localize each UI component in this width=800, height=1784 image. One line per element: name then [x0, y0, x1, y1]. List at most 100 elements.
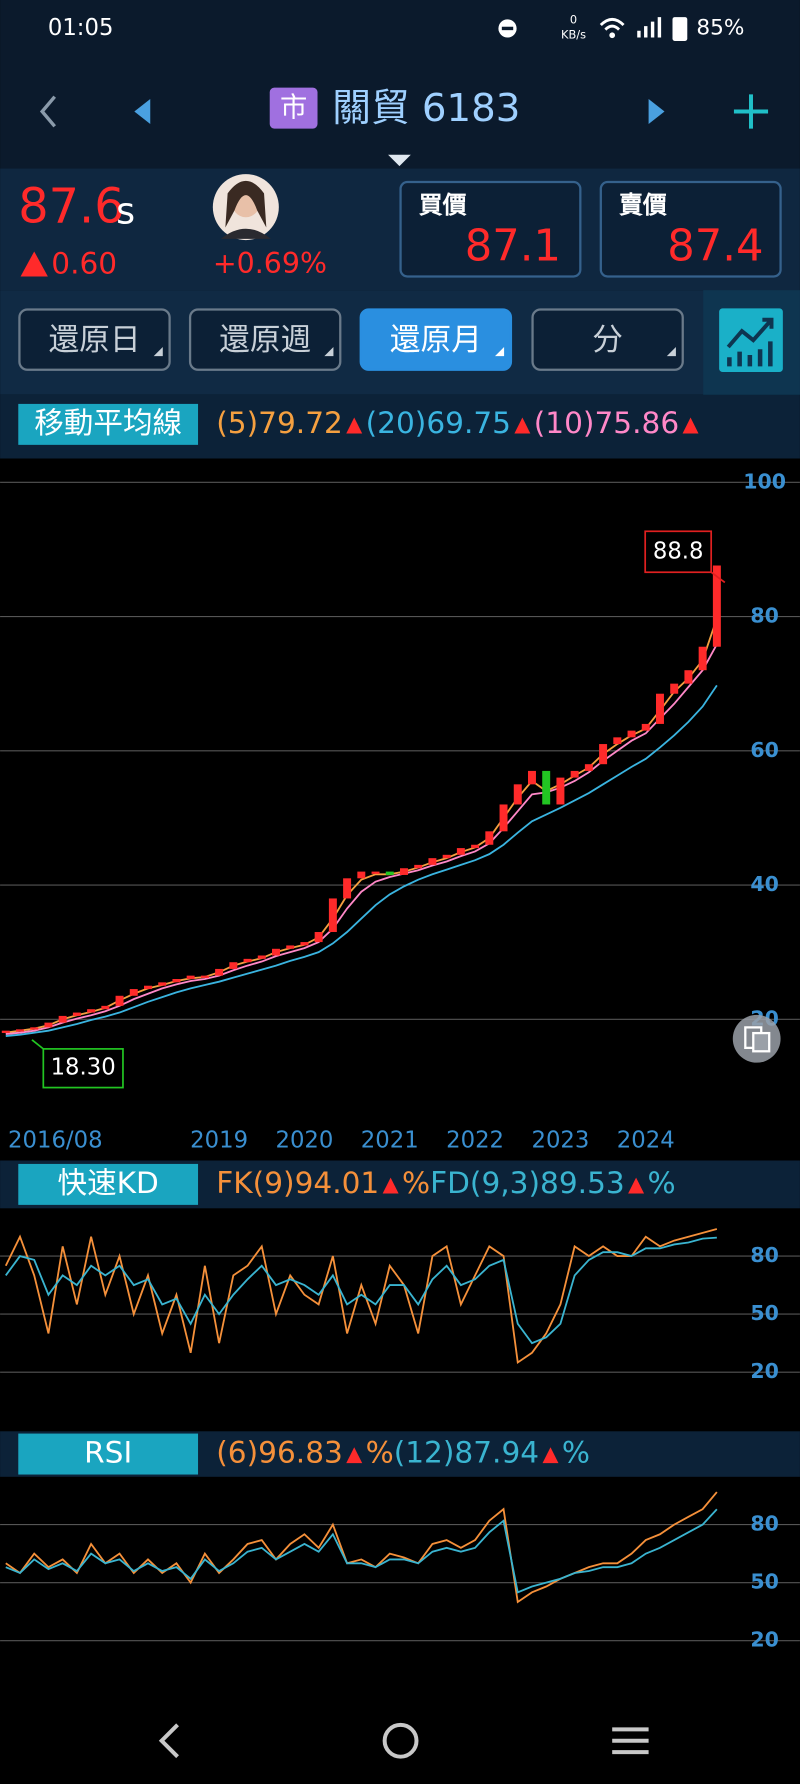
y-tick-label: 100 — [743, 469, 786, 493]
series-line — [5, 1491, 718, 1604]
nav-home[interactable] — [382, 1722, 419, 1759]
top-bar-bg — [0, 0, 800, 169]
candle — [58, 1015, 67, 1023]
tab[interactable] — [188, 308, 342, 371]
candle — [641, 723, 650, 731]
candle — [414, 864, 423, 869]
high-leader — [710, 571, 726, 584]
net-speed-unit: KB/s — [561, 27, 586, 41]
up-triangle — [542, 1447, 559, 1464]
series-line — [4, 1228, 718, 1365]
tab[interactable] — [18, 308, 171, 371]
avatar-body — [220, 228, 271, 239]
candle — [272, 948, 280, 956]
series-line — [5, 684, 718, 1037]
candle — [613, 737, 622, 745]
y-tick-label: 60 — [750, 738, 778, 762]
back-icon[interactable] — [39, 95, 56, 128]
legend-series-value: 69.75 — [426, 406, 511, 440]
candle — [570, 770, 579, 778]
candle — [87, 1009, 96, 1013]
tab-label: 還原週 — [219, 322, 311, 358]
add-icon[interactable] — [733, 94, 769, 129]
legend-series-value: 75.86 — [594, 406, 679, 440]
bid-label: 買價 — [419, 191, 467, 219]
candle — [584, 764, 593, 771]
candle — [115, 995, 124, 1006]
legend-series-name: (5) — [216, 406, 258, 440]
y-tick-label: 80 — [750, 604, 778, 628]
legend-series-value: 79.72 — [258, 406, 343, 440]
stock-name[interactable]: 關貿 6183 — [332, 86, 520, 131]
legend-title: 移動平均線 — [34, 406, 182, 440]
x-tick-label: 2023 — [531, 1128, 589, 1154]
candle — [314, 932, 323, 943]
candle — [101, 1005, 110, 1010]
up-triangle — [346, 417, 363, 434]
battery-icon — [672, 17, 688, 41]
x-tick-label: 2022 — [446, 1128, 504, 1154]
candle — [30, 1027, 39, 1030]
avatar-hair — [225, 180, 267, 228]
legend-series-name: (20) — [366, 406, 427, 440]
expand-indicator[interactable] — [388, 154, 411, 167]
tab[interactable] — [531, 308, 684, 371]
candle — [442, 854, 451, 859]
next-stock-icon[interactable] — [648, 98, 665, 125]
candle — [670, 683, 679, 694]
wifi-icon — [599, 17, 625, 31]
candle — [243, 958, 252, 963]
x-tick-label: 2016/08 — [8, 1128, 103, 1154]
nav-back[interactable] — [158, 1723, 179, 1759]
legend-title-bg — [18, 403, 199, 445]
x-tick-label: 2019 — [190, 1128, 248, 1154]
candle — [72, 1012, 81, 1016]
y-tick-label: 80 — [750, 1243, 778, 1267]
up-triangle — [628, 1177, 645, 1194]
bid-box — [399, 180, 582, 278]
market-badge-bg — [269, 87, 318, 129]
legend-series-name: FK(9) — [216, 1166, 294, 1200]
dnd-icon-bar — [501, 26, 514, 31]
status-time: 01:05 — [48, 15, 114, 41]
candle — [556, 777, 565, 805]
candle — [499, 804, 508, 832]
legend-unit: % — [402, 1166, 430, 1200]
series-line — [5, 1236, 717, 1345]
legend-series-value: 89.53 — [540, 1166, 625, 1200]
y-tick-label: 40 — [750, 872, 778, 896]
candle — [328, 898, 337, 933]
candle — [343, 878, 352, 899]
y-tick-label: 20 — [750, 1628, 778, 1652]
tab-corner — [495, 347, 505, 357]
candle — [186, 975, 195, 979]
market-badge: 市 — [280, 93, 307, 124]
bid-price: 87.1 — [465, 222, 561, 272]
candle — [471, 844, 480, 849]
series-line — [5, 643, 718, 1035]
high-label: 88.8 — [653, 538, 704, 564]
tab-corner — [324, 347, 334, 357]
candle — [655, 693, 664, 724]
change-up-icon — [20, 251, 48, 277]
x-tick-label: 2021 — [361, 1128, 419, 1154]
candle — [400, 868, 408, 875]
candle — [627, 730, 636, 738]
prev-stock-icon[interactable] — [134, 98, 151, 125]
ask-price: 87.4 — [667, 222, 763, 272]
candle — [542, 770, 551, 805]
candle — [300, 942, 309, 946]
candle — [357, 871, 366, 879]
candle — [371, 871, 380, 874]
candle — [257, 955, 266, 959]
series-line — [5, 618, 718, 1034]
candle — [129, 989, 138, 996]
legend-series-value: 87.94 — [454, 1436, 539, 1470]
tab-label: 分 — [592, 322, 623, 358]
tab[interactable] — [359, 308, 513, 371]
nav-menu[interactable] — [612, 1727, 649, 1755]
legend-title: 快速KD — [57, 1166, 158, 1200]
float-button-icon-2 — [752, 1031, 771, 1053]
ask-box — [599, 180, 782, 278]
candle — [485, 831, 494, 845]
